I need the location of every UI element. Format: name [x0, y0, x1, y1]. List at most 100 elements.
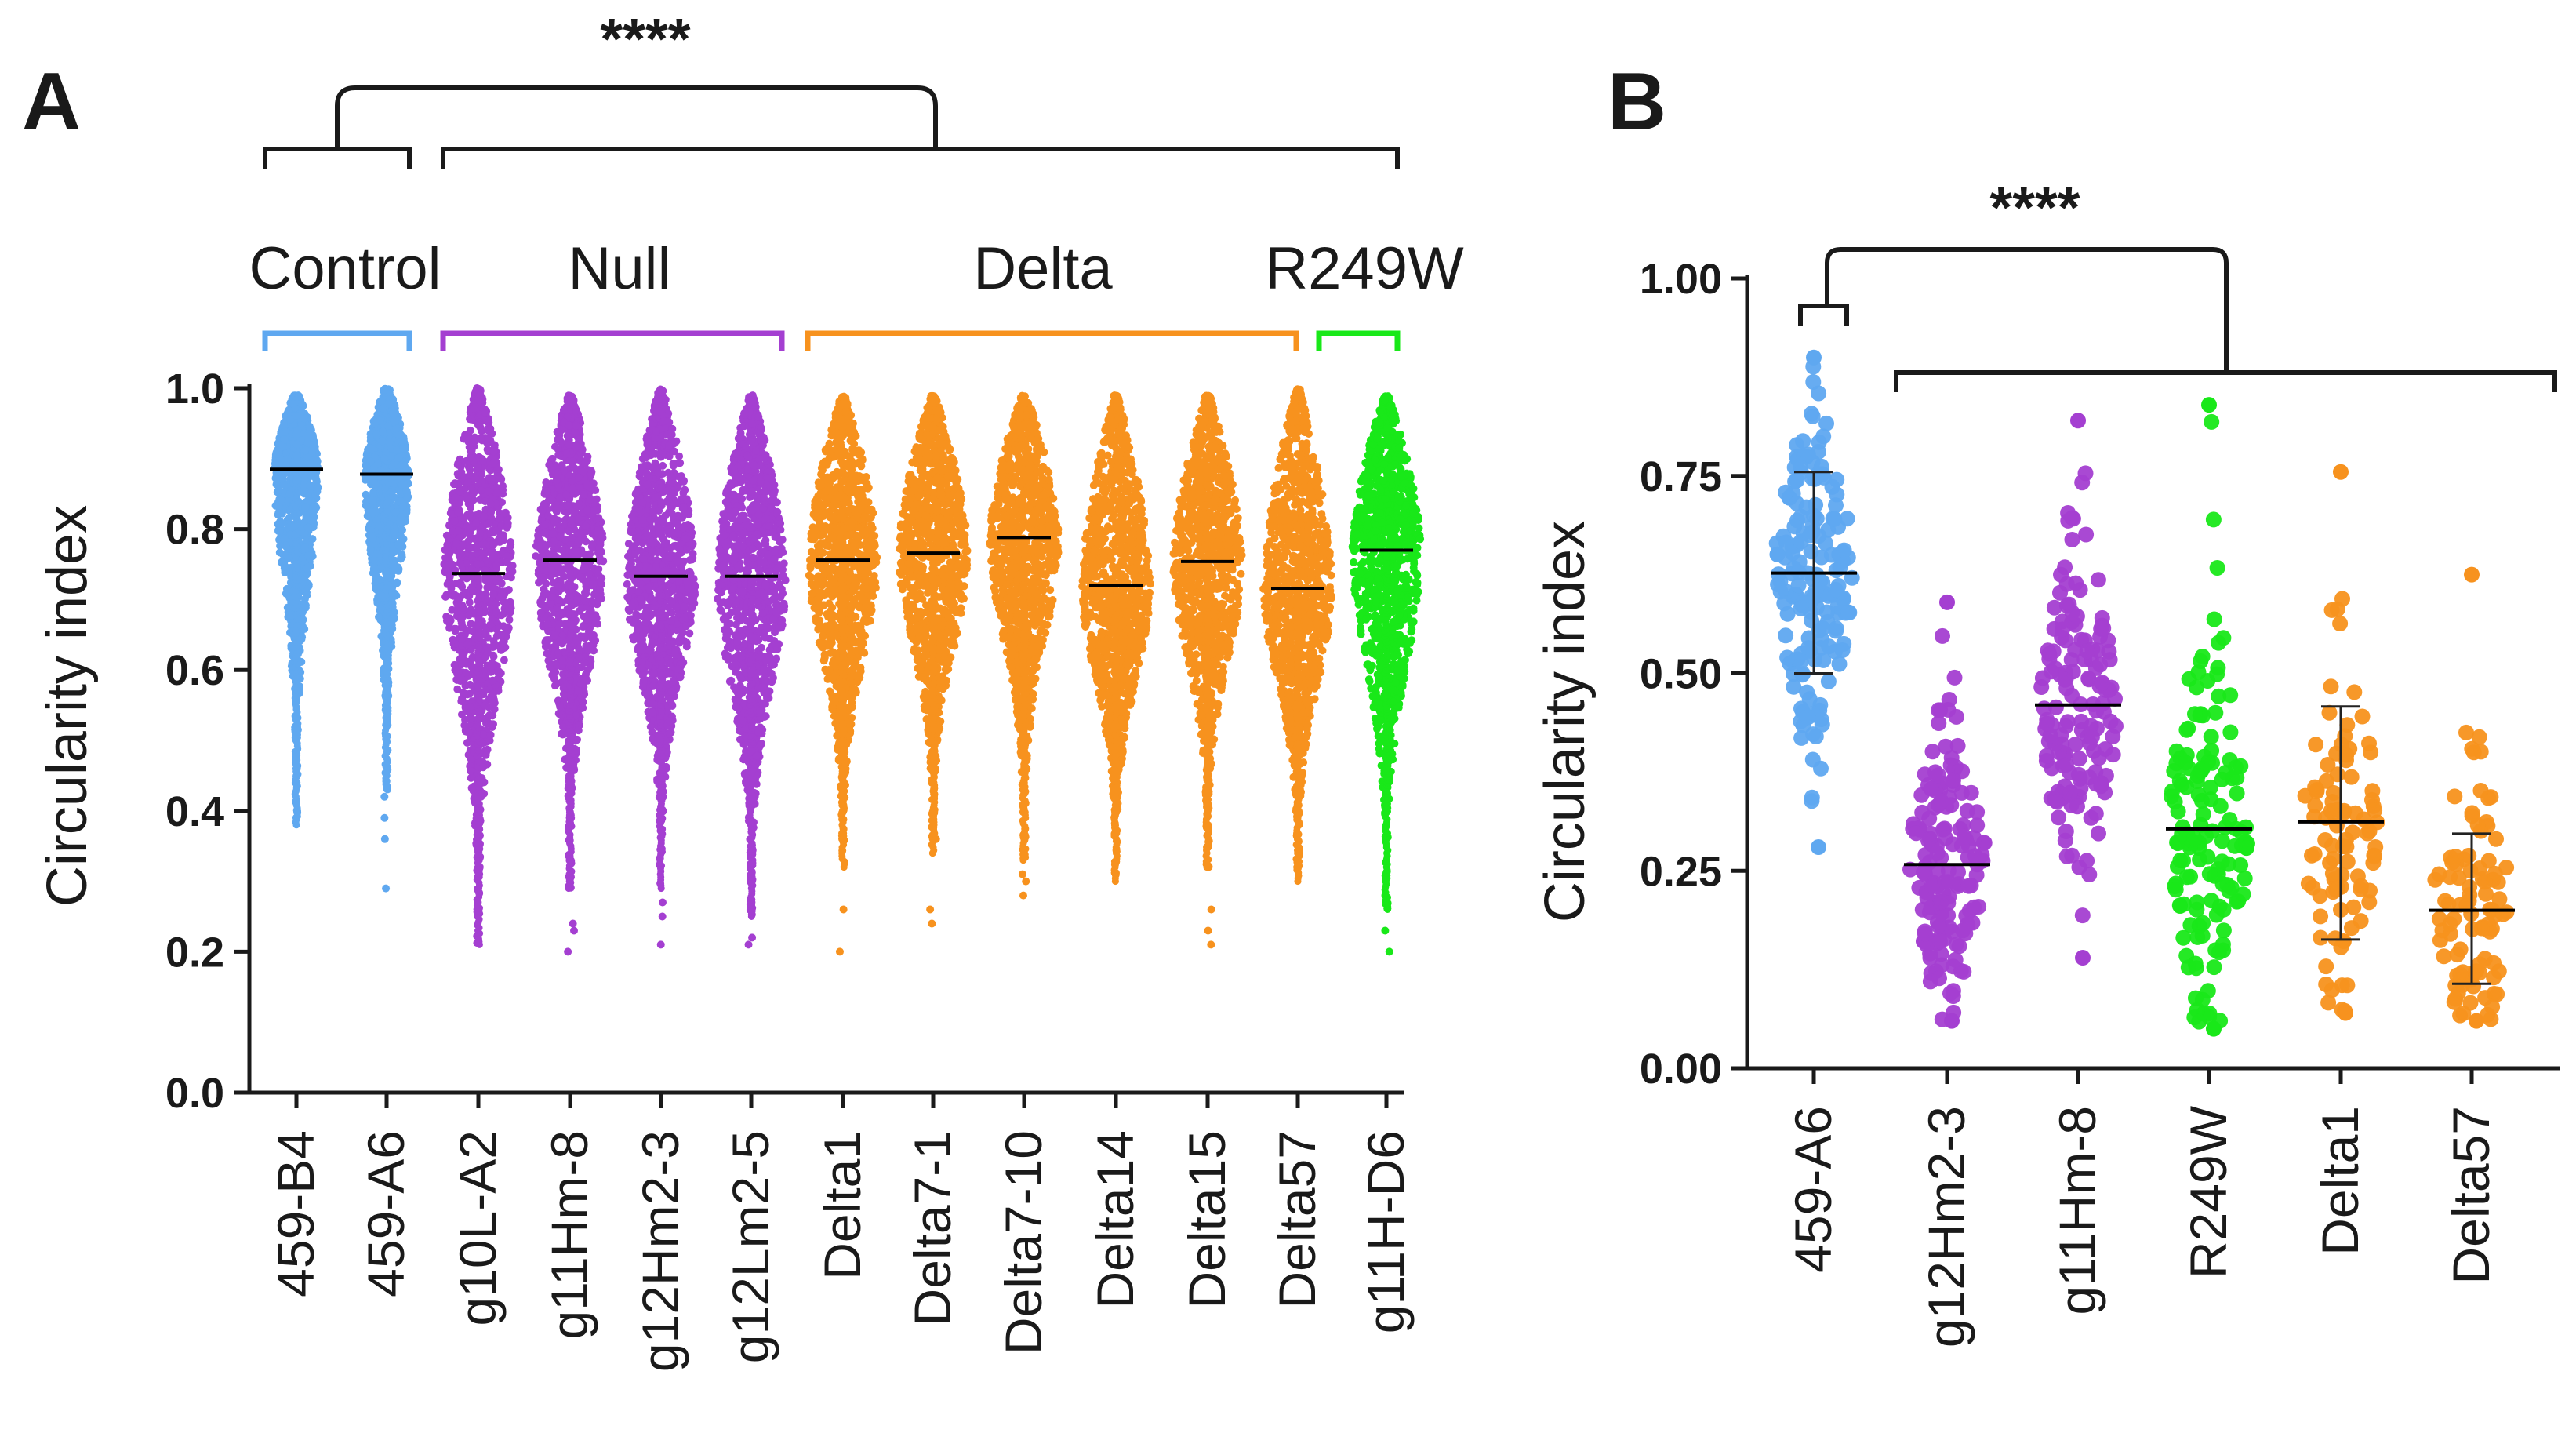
panel-a-data-point [398, 481, 406, 489]
panel-a-data-point [403, 495, 412, 504]
panel-a-data-point [495, 475, 503, 483]
panel-a-data-point [556, 703, 565, 711]
panel-a-x-tick-label: g10L-A2 [449, 1130, 507, 1326]
panel-a-group-labels: Control Null Delta R249W [249, 235, 1464, 351]
panel-a-data-point [572, 421, 580, 430]
panel-a-data-point [579, 623, 587, 631]
panel-a-x-tick-label: Delta7-10 [994, 1130, 1052, 1355]
panel-a-data-point [306, 481, 314, 489]
panel-a-data-point [450, 660, 459, 669]
panel-a-data-point [301, 503, 310, 511]
panel-a-data-point [306, 562, 314, 570]
panel-a-data-point [594, 595, 603, 604]
panel-a-data-point [301, 601, 310, 609]
panel-a-data-point [457, 697, 466, 705]
panel-a-outlier-point [380, 835, 389, 843]
panel-a-data-point [579, 566, 587, 574]
panel-a-data-point [281, 469, 289, 478]
panel-a-data-point [369, 534, 377, 543]
panel-a-data-point [596, 578, 605, 587]
panel-a-data-point [580, 632, 589, 641]
panel-a-data-point [476, 529, 485, 538]
panel-a-data-point [486, 620, 495, 629]
panel-a-data-point [481, 576, 489, 584]
panel-a-data-point [285, 513, 294, 522]
panel-a-data-point [541, 520, 550, 529]
panel-a-data-point [391, 416, 399, 424]
panel-a-data-point [595, 554, 604, 562]
panel-a-data-point [311, 506, 318, 515]
panel-a-data-point [535, 543, 543, 551]
panel-a-data-point [506, 608, 514, 616]
panel-a-data-point [538, 551, 547, 560]
panel-a-x-tick-label: Delta1 [813, 1130, 871, 1280]
panel-a-data-point [302, 446, 311, 455]
panel-a-data-point [300, 475, 309, 483]
panel-a-data-point [476, 391, 485, 399]
panel-a-data-point [274, 501, 283, 510]
panel-a-data-point [492, 599, 500, 608]
panel-a-data-point [582, 585, 590, 594]
panel-a-outlier-point [564, 947, 572, 956]
panel-a-data-point [567, 516, 576, 525]
panel-a-data-point [389, 409, 398, 417]
panel-a-data-point [544, 511, 553, 520]
panel-a-data-point [285, 568, 294, 576]
panel-a-data-point [487, 662, 496, 671]
panel-a-data-point [299, 622, 307, 631]
panel-a-data-point [570, 508, 579, 517]
panel-a-data-point [462, 689, 471, 698]
panel-a-data-point [460, 514, 467, 522]
panel-a-data-point [456, 559, 464, 568]
panel-a-data-point [458, 622, 466, 631]
panel-a-data-point [581, 522, 590, 530]
panel-a-data-point [496, 646, 505, 654]
panel-a-data-point [583, 482, 591, 490]
panel-a-data-point [391, 562, 399, 570]
panel-a-data-point [458, 591, 467, 599]
panel-a-data-point [466, 526, 474, 534]
panel-a-data-point [277, 455, 285, 464]
panel-a-data-point [501, 624, 510, 631]
panel-a-data-point [550, 518, 558, 526]
panel-a-y-tick-label: 0.4 [165, 788, 224, 835]
panel-a-data-point [541, 638, 550, 646]
panel-a-data-point [541, 529, 550, 537]
panel-a-data-point [547, 599, 555, 608]
panel-a-series-g10L-A2 [440, 384, 517, 948]
panel-a-data-point [470, 404, 478, 413]
panel-a-data-point [282, 562, 290, 571]
panel-a-data-point [505, 616, 514, 624]
panel-a-group-bracket-R249W [1316, 330, 1401, 351]
panel-a-data-point [567, 533, 576, 542]
panel-a-data-point [503, 522, 512, 530]
panel-a-data-point [392, 591, 401, 600]
panel-a-data-point [398, 551, 406, 558]
panel-a-data-point [557, 525, 565, 533]
panel-a-data-point [443, 580, 452, 588]
panel-a-data-point [562, 449, 571, 458]
panel-a-data-point [574, 686, 583, 695]
panel-a-data-point [580, 490, 588, 499]
panel-a-data-point [301, 543, 310, 551]
panel-a-x-tick-label: Delta57 [1268, 1130, 1326, 1309]
panel-a-data-point [554, 582, 562, 591]
panel-a-data-point [302, 515, 311, 523]
panel-a-data-point [481, 686, 490, 694]
panel-a-data-point [579, 704, 587, 712]
panel-a-data-point [576, 536, 584, 545]
panel-a-data-point [544, 656, 553, 665]
panel-a-data-point [461, 715, 470, 724]
panel-a-data-point [477, 434, 485, 442]
panel-a-data-point [450, 480, 458, 489]
panel-a-data-point [279, 481, 288, 489]
panel-a-data-point [563, 501, 572, 510]
panel-a-y-tick-label: 0.0 [165, 1070, 224, 1117]
panel-a-outlier-point [569, 919, 577, 928]
panel-a-data-point [489, 676, 497, 685]
panel-a-data-point [498, 639, 507, 648]
panel-a-data-point [488, 547, 496, 556]
panel-a-data-point [307, 471, 315, 480]
panel-a-data-point [484, 649, 492, 656]
panel-a-data-point [543, 487, 551, 496]
